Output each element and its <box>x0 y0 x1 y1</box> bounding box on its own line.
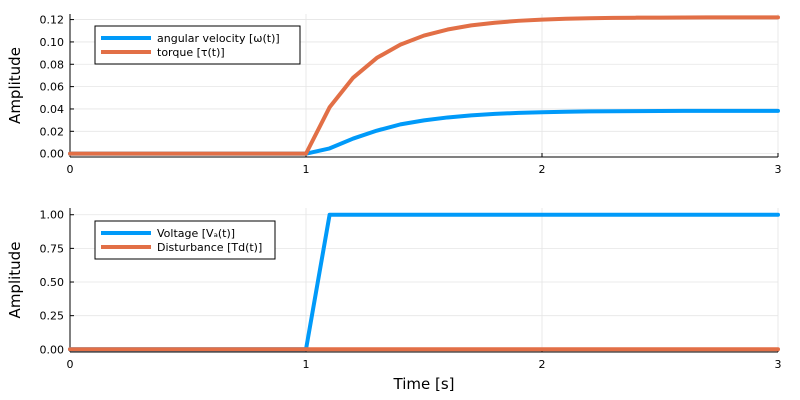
legend-box <box>94 220 276 260</box>
y-tick-label: 0.06 <box>40 81 65 94</box>
x-tick-label: 2 <box>539 358 546 371</box>
x-tick-label: 0 <box>67 358 74 371</box>
y-axis-title: Amplitude <box>6 47 24 124</box>
y-tick-label: 0.50 <box>40 276 65 289</box>
series-line <box>68 108 780 156</box>
legend-label: torque [τ(t)] <box>157 46 225 59</box>
legend: angular velocity [ω(t)]torque [τ(t)] <box>94 25 301 65</box>
y-tick-label: 1.00 <box>40 209 65 222</box>
y-tick-label: 0.08 <box>40 58 65 71</box>
y-tick-label: 0.02 <box>40 125 65 138</box>
x-tick-label: 3 <box>775 163 782 176</box>
y-tick-label: 0.00 <box>40 343 65 356</box>
legend-label: Disturbance [Td(t)] <box>157 241 262 254</box>
y-tick-label: 0.25 <box>40 310 65 323</box>
x-tick-label: 0 <box>67 163 74 176</box>
legend: Voltage [Vₐ(t)]Disturbance [Td(t)] <box>94 220 276 260</box>
panel-top: 0 1 2 3 0.00 0.02 0.04 0.06 0.08 0.10 0.12 Amplitud… <box>6 14 782 176</box>
x-tick-label: 1 <box>303 163 310 176</box>
y-tick-label: 0.04 <box>40 103 65 116</box>
series-line <box>68 15 780 156</box>
legend-label: angular velocity [ω(t)] <box>157 32 280 45</box>
y-axis-title: Amplitude <box>6 242 24 319</box>
legend-box <box>94 25 301 65</box>
y-tick-label: 0.10 <box>40 36 65 49</box>
x-tick-label: 2 <box>539 163 546 176</box>
legend-label: Voltage [Vₐ(t)] <box>157 227 235 240</box>
x-axis-title: Time [s] <box>393 375 455 393</box>
y-tick-label: 0.12 <box>40 14 65 27</box>
y-tick-label: 0.75 <box>40 242 65 255</box>
y-tick-label: 0.00 <box>40 148 65 161</box>
panel-bottom: 0 1 2 3 0.00 0.25 0.50 0.75 1.00 Amplitude Time [s… <box>6 208 782 393</box>
x-tick-label: 3 <box>775 358 782 371</box>
x-tick-label: 1 <box>303 358 310 371</box>
